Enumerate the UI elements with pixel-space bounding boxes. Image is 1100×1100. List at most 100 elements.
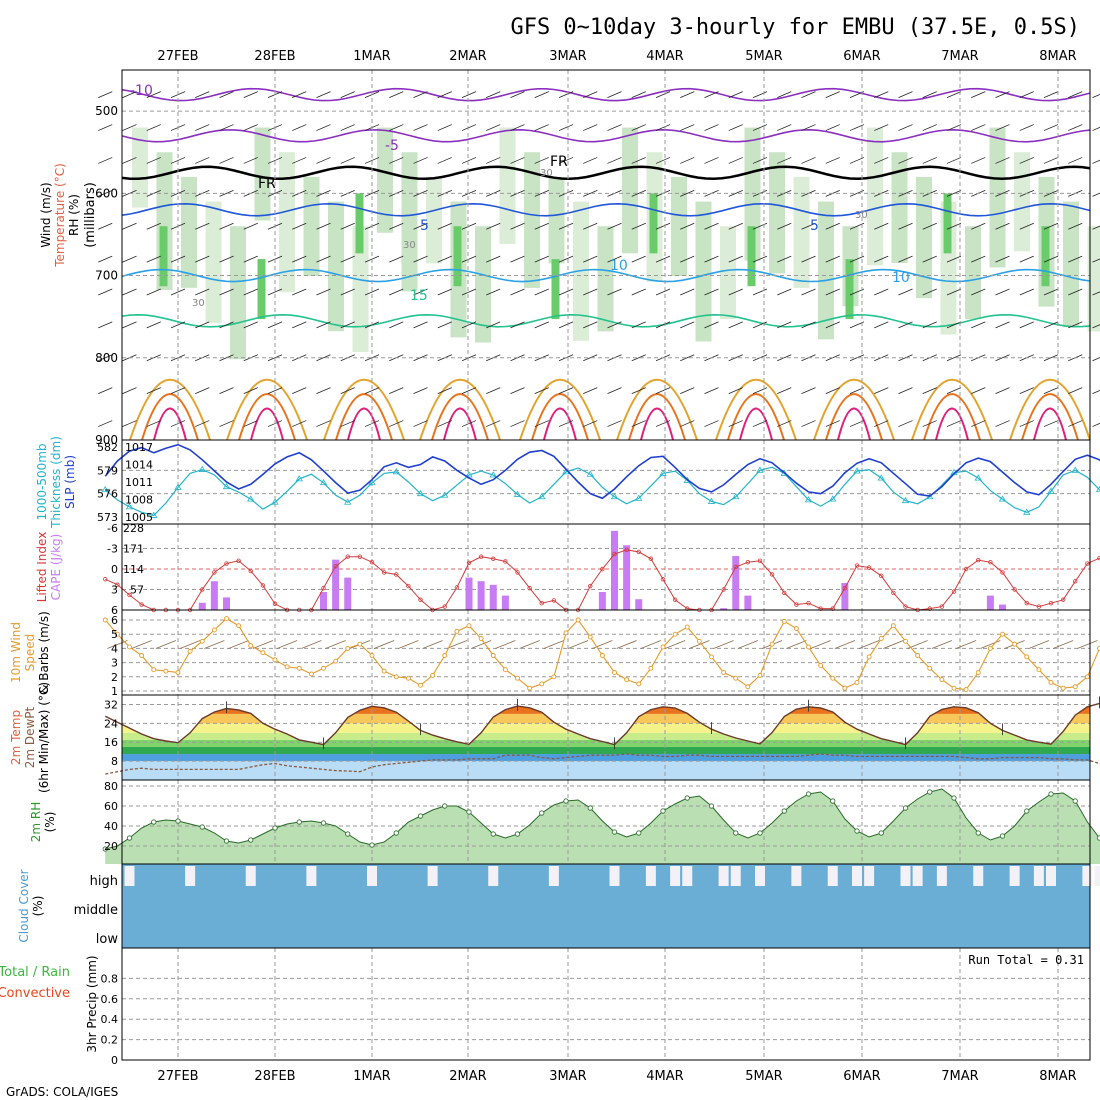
wind-barb — [825, 387, 840, 395]
rh-point — [102, 846, 108, 852]
wind-speed-point — [733, 675, 739, 681]
wind-barb — [704, 321, 719, 329]
wind-barb — [243, 124, 258, 131]
temp-band — [122, 761, 1090, 780]
y-axis-unit: (millibars) — [83, 182, 98, 248]
wind-barb — [534, 124, 549, 131]
wind-speed-point — [769, 641, 775, 647]
lifted-index-point — [345, 554, 350, 559]
lifted-index-point — [539, 600, 544, 606]
wind-barb — [195, 255, 210, 263]
wind-barb — [292, 222, 307, 230]
y-tick-label: 2 — [111, 671, 118, 684]
wind-barb — [267, 288, 283, 296]
wind-barb — [607, 255, 622, 263]
wind-barb — [728, 189, 743, 197]
y-tick-label: 5 — [111, 628, 118, 641]
cloud-gap-high — [755, 866, 765, 886]
wind-barb — [849, 157, 865, 164]
lifted-index-point — [963, 566, 969, 572]
rh-shade — [401, 152, 418, 292]
thickness-marker — [901, 496, 910, 504]
lifted-index-point — [381, 570, 387, 575]
y-tick-label: 0.6 — [101, 993, 119, 1006]
wind-barb — [1068, 321, 1083, 329]
wind-10m-panel: 123 456 10m Wind Speed & Barbs (m/s) — [9, 610, 1100, 698]
wind-barb — [510, 222, 525, 230]
wind-speed-point — [818, 662, 824, 668]
y-tick-label: 60 — [104, 800, 118, 813]
wind-barb — [510, 387, 525, 395]
wind-barb — [243, 420, 258, 427]
wind-barb — [825, 420, 840, 427]
wind-barb — [340, 91, 355, 99]
lifted-index-point — [745, 559, 751, 565]
wind-barb — [607, 124, 622, 131]
rh-shade — [597, 226, 614, 332]
wind-barb — [680, 288, 695, 296]
rh-shade-moist — [551, 259, 560, 320]
wind-barb — [340, 420, 355, 427]
cloud-gap-high — [1082, 866, 1093, 886]
y-axis-label: 2m RH — [29, 802, 43, 843]
x-tick-label-top: 3MAR — [549, 49, 586, 64]
x-tick-label-top: 4MAR — [646, 49, 683, 64]
wind-barb-10m — [179, 640, 201, 649]
wind-barb — [461, 189, 477, 197]
rh-point — [1072, 798, 1078, 804]
wind-barb — [219, 420, 234, 427]
rh-shade-moist — [747, 226, 756, 287]
wind-barb — [825, 288, 840, 296]
wind-speed-point — [878, 636, 884, 641]
isotherm-low-level — [935, 407, 969, 441]
wind-barb — [122, 321, 137, 329]
rh-point — [878, 830, 884, 836]
cloud-gap-high — [645, 866, 656, 886]
wind-barb — [631, 288, 646, 296]
wind-barb — [510, 124, 525, 131]
wind-barb — [413, 255, 428, 263]
cloud-gap-high — [488, 866, 499, 886]
cloud-gap-high — [900, 866, 911, 886]
wind-speed-point — [587, 634, 593, 640]
wind-barb — [316, 354, 331, 362]
wind-barb — [704, 222, 719, 230]
lifted-index-point — [418, 597, 423, 602]
thickness-marker — [271, 498, 279, 505]
wind-speed-point — [248, 643, 254, 649]
wind-barb — [98, 91, 113, 99]
wind-speed-point — [648, 665, 654, 671]
isotherm-low-level — [640, 407, 674, 441]
slp-line — [104, 443, 1100, 500]
wind-barb — [631, 321, 646, 329]
wind-barb — [583, 354, 598, 362]
lifted-index-point — [976, 557, 981, 563]
wind-barb — [825, 321, 840, 329]
wind-barb — [413, 420, 428, 427]
wind-speed-point — [127, 644, 132, 650]
cape-bar — [598, 592, 606, 610]
wind-speed-point — [296, 665, 302, 671]
rh-shade — [254, 127, 271, 221]
wind-speed-point — [527, 685, 533, 691]
wind-barb — [461, 420, 477, 427]
y-axis-label: CAPE (J/kg) — [49, 534, 63, 601]
cloud-gap-high — [682, 866, 693, 886]
wind-speed-point — [1060, 685, 1066, 691]
wind-barb-10m — [1028, 640, 1050, 649]
wind-barb — [1068, 157, 1083, 164]
lifted-index-point — [733, 564, 738, 570]
wind-barb-10m — [155, 640, 177, 649]
thickness-marker — [344, 498, 352, 505]
wind-barb — [995, 222, 1010, 230]
wind-barb — [971, 222, 986, 230]
rh-point — [466, 809, 472, 815]
wind-barb — [777, 124, 792, 131]
wind-barb — [777, 321, 792, 329]
wind-barb — [267, 157, 283, 164]
wind-barb — [219, 157, 234, 164]
wind-barb — [995, 387, 1010, 395]
wind-barb — [486, 91, 501, 99]
cape-bar — [332, 559, 340, 610]
wind-speed-point — [636, 681, 642, 687]
